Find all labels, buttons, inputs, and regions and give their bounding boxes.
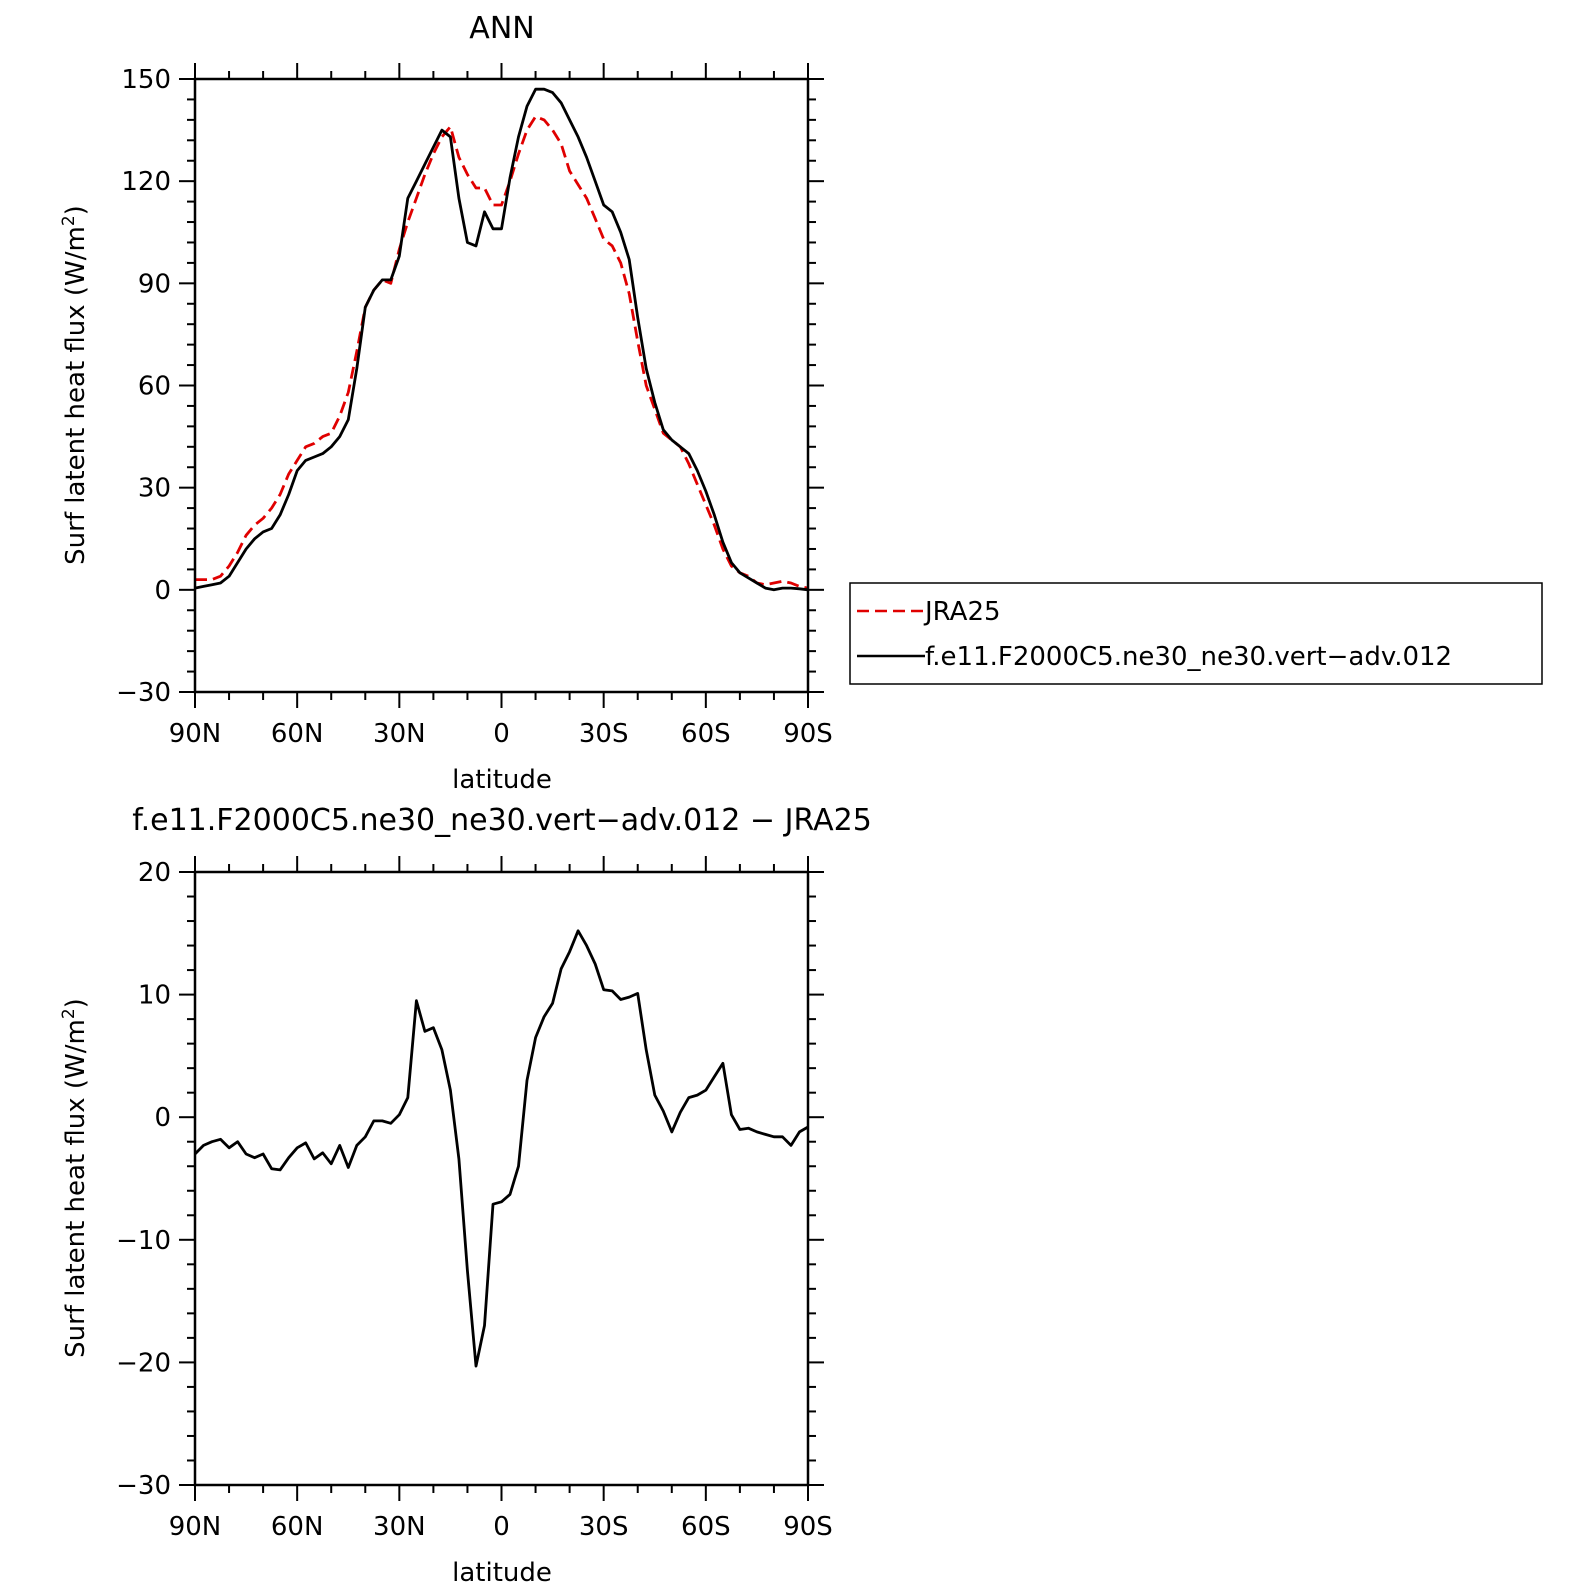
y-tick-label: −20	[116, 1348, 171, 1378]
top-chart-ticks	[179, 63, 824, 708]
series-line-model	[194, 87, 809, 592]
bottom-chart-series	[194, 929, 809, 1368]
bottom-line-chart: f.e11.F2000C5.ne30_ne30.vert−adv.012 − J…	[59, 803, 872, 1586]
legend-label-model: f.e11.F2000C5.ne30_ne30.vert−adv.012	[925, 642, 1452, 672]
bottom-chart-ticks	[179, 856, 824, 1501]
x-tick-label: 0	[493, 719, 510, 749]
bottom-chart-plot-frame	[193, 870, 810, 1487]
y-tick-label: 20	[138, 858, 171, 888]
x-tick-label: 0	[493, 1512, 510, 1542]
y-tick-label: 0	[154, 576, 171, 606]
y-tick-label: −30	[116, 1471, 171, 1501]
y-tick-label: 60	[138, 372, 171, 402]
x-tick-label: 90S	[783, 719, 833, 749]
x-tick-label: 90N	[169, 1512, 222, 1542]
y-tick-label: 120	[121, 167, 171, 197]
top-chart-x-axis-title: latitude	[452, 765, 552, 795]
bottom-chart-tick-labels: −30 −20 −10 0 10 20 90N 60N 30N 0 30S 60S 90S	[116, 858, 833, 1542]
bottom-chart-y-axis-title: Surf latent heat flux (W/m2)	[59, 998, 91, 1358]
top-chart-series	[194, 87, 809, 592]
x-tick-label: 60N	[271, 719, 324, 749]
y-tick-label: −10	[116, 1226, 171, 1256]
y-tick-label: 150	[121, 65, 171, 95]
x-tick-label: 90S	[783, 1512, 833, 1542]
x-tick-label: 90N	[169, 719, 222, 749]
legend-label-jra25: JRA25	[923, 597, 1001, 627]
y-tick-label: 0	[154, 1103, 171, 1133]
y-tick-label: 10	[138, 981, 171, 1011]
bottom-chart-title: f.e11.F2000C5.ne30_ne30.vert−adv.012 − J…	[132, 803, 872, 838]
legend-box	[849, 582, 1543, 685]
series-line-jra25	[195, 115, 809, 590]
x-tick-label: 30N	[373, 719, 426, 749]
bottom-chart-x-axis-title: latitude	[452, 1558, 552, 1586]
x-tick-label: 60N	[271, 1512, 324, 1542]
y-tick-label: −30	[116, 678, 171, 708]
x-tick-label: 30S	[579, 719, 629, 749]
legend: JRA25 f.e11.F2000C5.ne30_ne30.vert−adv.0…	[849, 582, 1543, 685]
top-chart-y-axis-title: Surf latent heat flux (W/m2)	[59, 205, 91, 565]
series-line-difference	[194, 929, 809, 1368]
y-tick-label: 90	[138, 269, 171, 299]
x-tick-label: 30S	[579, 1512, 629, 1542]
top-chart-tick-labels: −30 0 30 60 90 120 150 90N 60N 30N 0 30S 60S 90S	[116, 65, 833, 749]
x-tick-label: 60S	[681, 1512, 731, 1542]
top-chart-plot-frame	[193, 77, 810, 694]
x-tick-label: 30N	[373, 1512, 426, 1542]
y-tick-label: 30	[138, 474, 171, 504]
top-chart-title: ANN	[469, 11, 534, 46]
x-tick-label: 60S	[681, 719, 731, 749]
